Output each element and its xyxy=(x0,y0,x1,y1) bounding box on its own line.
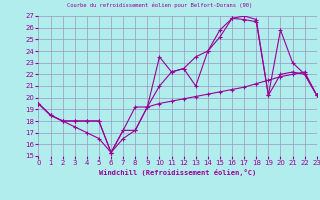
Text: Courbe du refroidissement éolien pour Belfort-Dorans (90): Courbe du refroidissement éolien pour Be… xyxy=(68,3,252,8)
X-axis label: Windchill (Refroidissement éolien,°C): Windchill (Refroidissement éolien,°C) xyxy=(99,169,256,176)
